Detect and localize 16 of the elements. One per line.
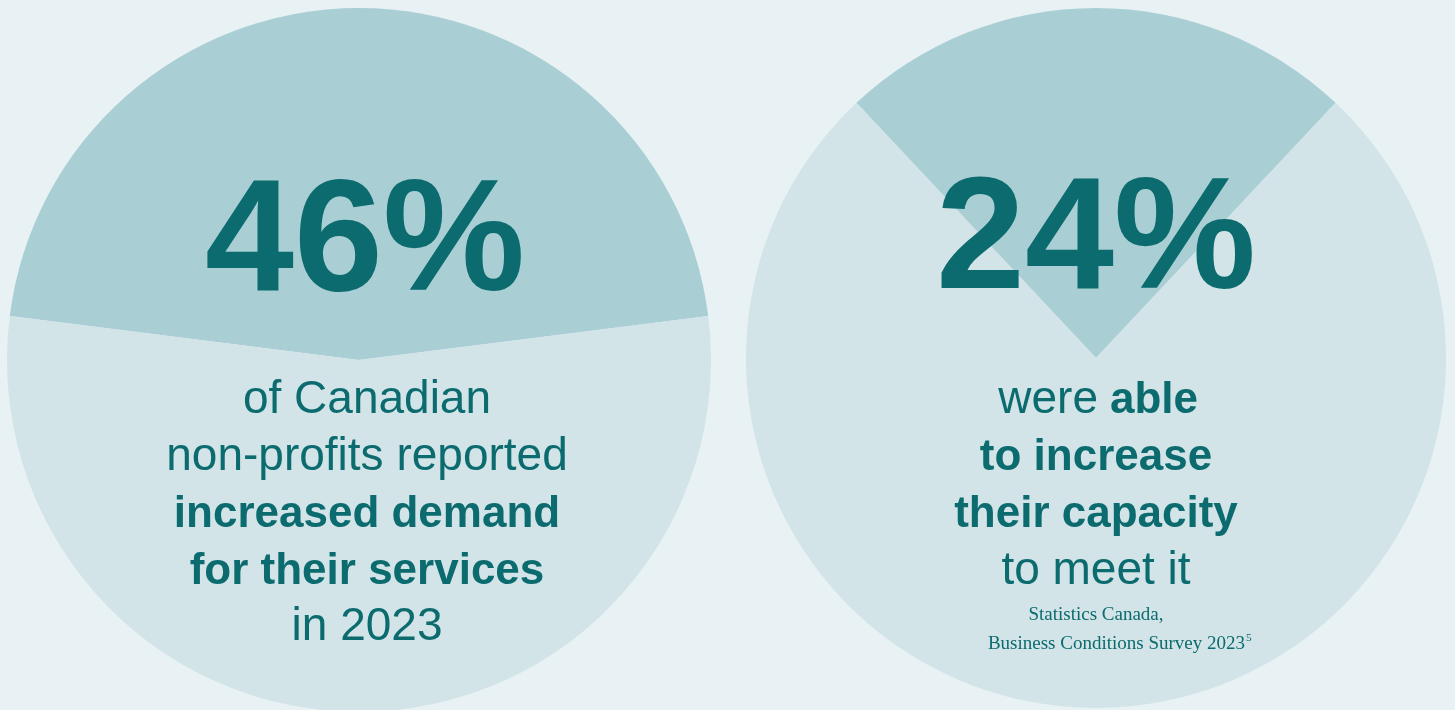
pie-slice bbox=[9, 8, 709, 360]
text: were bbox=[997, 371, 1098, 423]
text: increased demand bbox=[173, 487, 561, 536]
text: non-profits reported bbox=[166, 428, 568, 480]
text: their capacity bbox=[954, 487, 1239, 536]
text: able bbox=[1110, 373, 1199, 422]
text: to meet it bbox=[1001, 542, 1191, 594]
text: of Canadian bbox=[242, 371, 492, 423]
text: for their services bbox=[189, 544, 545, 593]
data-label: 24% bbox=[935, 143, 1257, 322]
text: Statistics Canada, bbox=[1028, 603, 1164, 624]
text: to increase bbox=[979, 430, 1213, 479]
text: in 2023 bbox=[291, 598, 443, 650]
pie-slice bbox=[7, 315, 711, 710]
pie-slice bbox=[746, 102, 1446, 708]
data-label: 46% bbox=[204, 145, 526, 324]
